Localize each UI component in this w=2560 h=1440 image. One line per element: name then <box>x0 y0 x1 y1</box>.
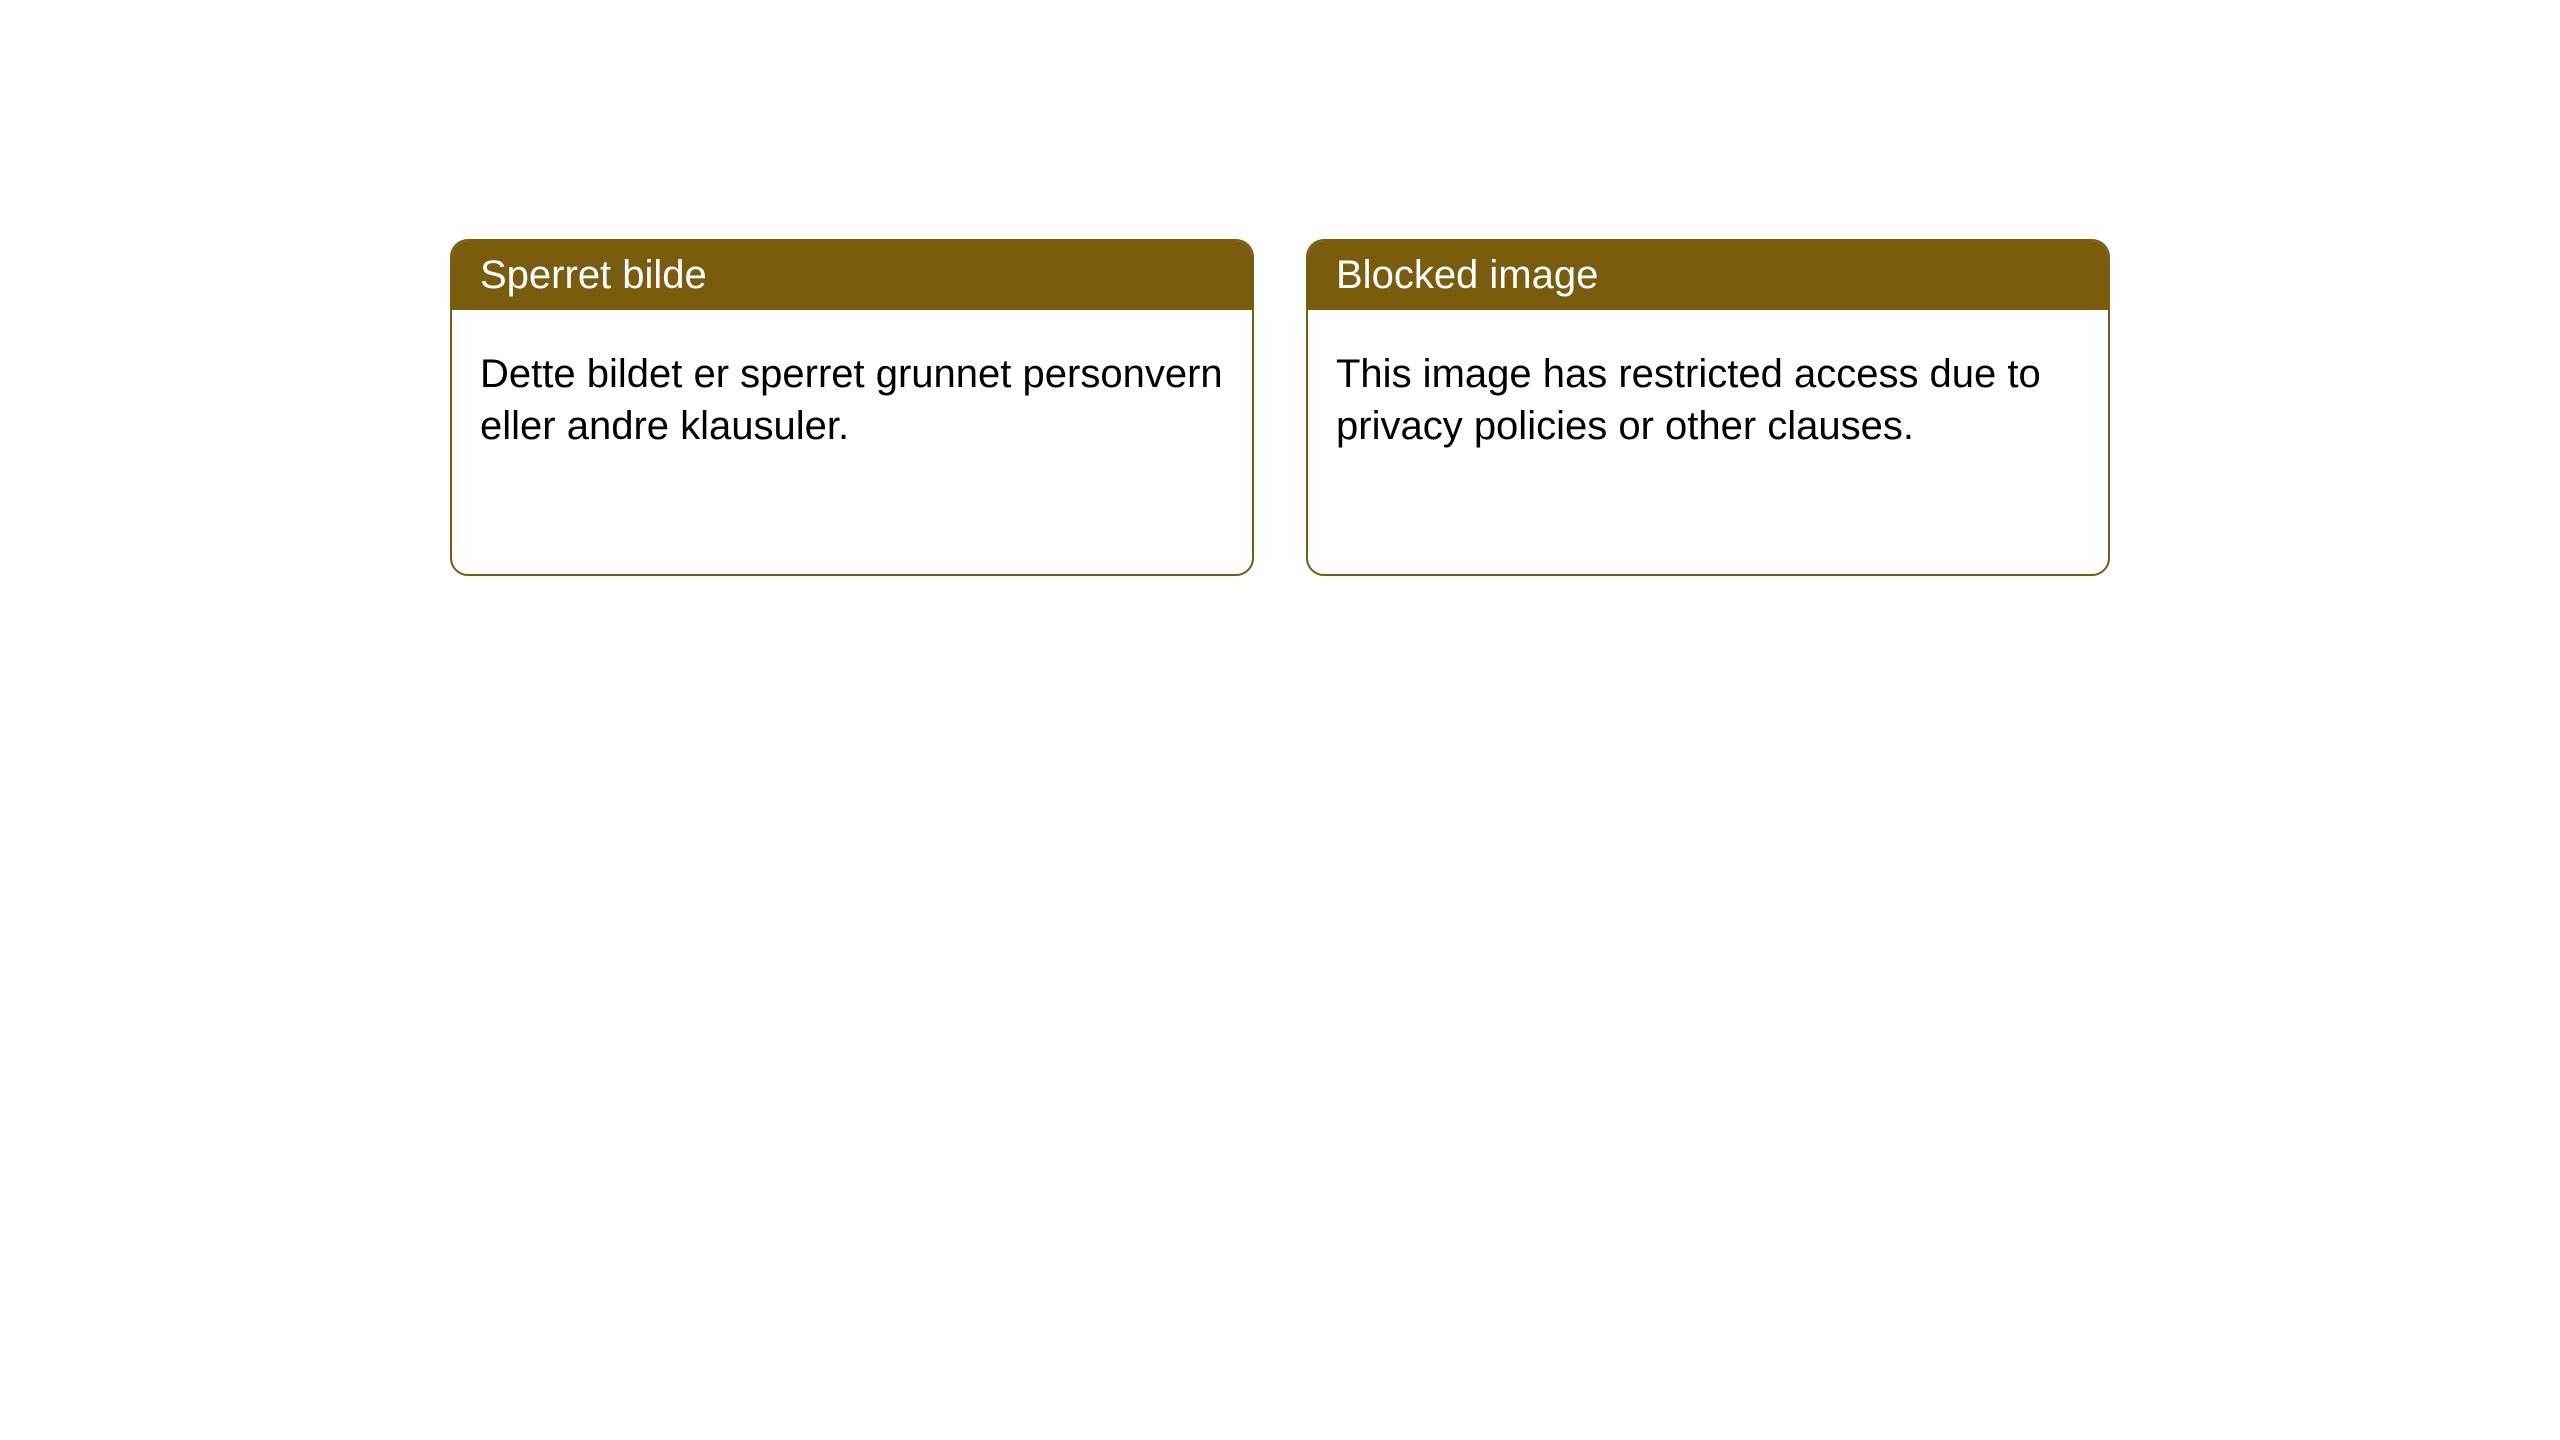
notice-body: Dette bildet er sperret grunnet personve… <box>452 310 1252 490</box>
notice-header: Blocked image <box>1308 241 2108 310</box>
notice-header: Sperret bilde <box>452 241 1252 310</box>
notice-title: Blocked image <box>1336 253 1598 297</box>
notice-card-norwegian: Sperret bilde Dette bildet er sperret gr… <box>450 239 1254 576</box>
notice-message: Dette bildet er sperret grunnet personve… <box>480 352 1223 448</box>
notice-title: Sperret bilde <box>480 253 707 297</box>
notice-container: Sperret bilde Dette bildet er sperret gr… <box>450 239 2110 576</box>
notice-card-english: Blocked image This image has restricted … <box>1306 239 2110 576</box>
notice-message: This image has restricted access due to … <box>1336 352 2041 448</box>
notice-body: This image has restricted access due to … <box>1308 310 2108 490</box>
